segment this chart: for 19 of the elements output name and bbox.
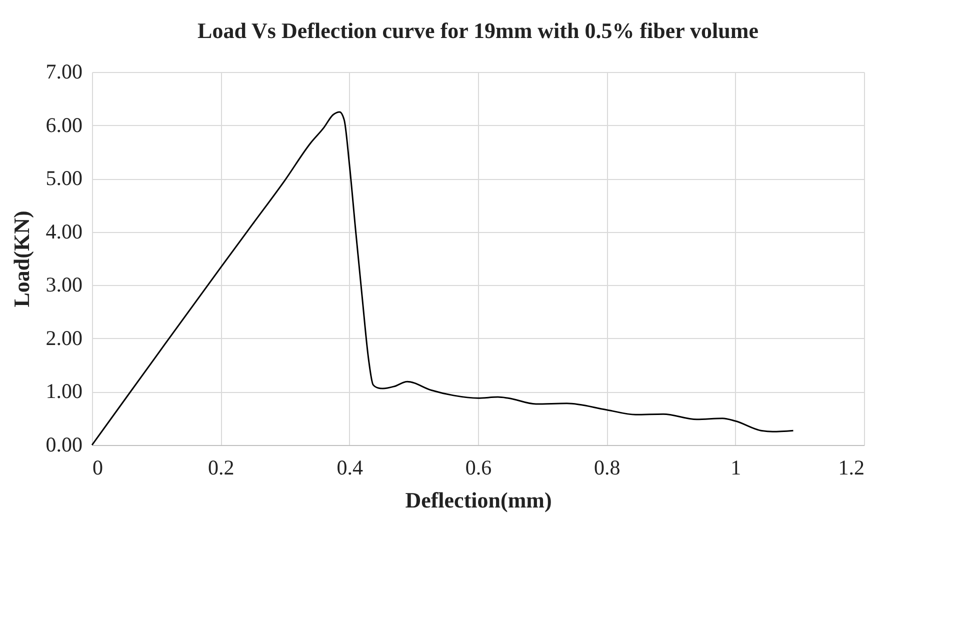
y-tick-label: 6.00 (46, 112, 82, 137)
y-tick-label: 5.00 (46, 166, 82, 190)
x-tick-label: 0.4 (336, 456, 364, 480)
x-tick-label: 0 (92, 456, 103, 480)
y-axis-title: Load(KN) (8, 210, 34, 308)
y-tick-label: 3.00 (46, 272, 82, 297)
y-tick-label: 7.00 (46, 60, 82, 84)
x-tick-label: 0.8 (594, 456, 620, 480)
y-tick-label: 2.00 (46, 326, 82, 350)
y-tick-label: 1.00 (46, 379, 82, 404)
x-tick-label: 1 (730, 456, 742, 480)
chart-title: Load Vs Deflection curve for 19mm with 0.5% fiber volume (198, 18, 759, 43)
line-series (91, 111, 794, 446)
x-tick-label: 0.2 (208, 456, 234, 480)
x-tick-label: 0.6 (465, 456, 492, 480)
x-tick-label: 1.2 (838, 456, 864, 480)
y-tick-label: 0.00 (46, 432, 82, 456)
y-tick-label: 4.00 (46, 219, 82, 244)
x-axis-title: Deflection(mm) (405, 488, 552, 512)
